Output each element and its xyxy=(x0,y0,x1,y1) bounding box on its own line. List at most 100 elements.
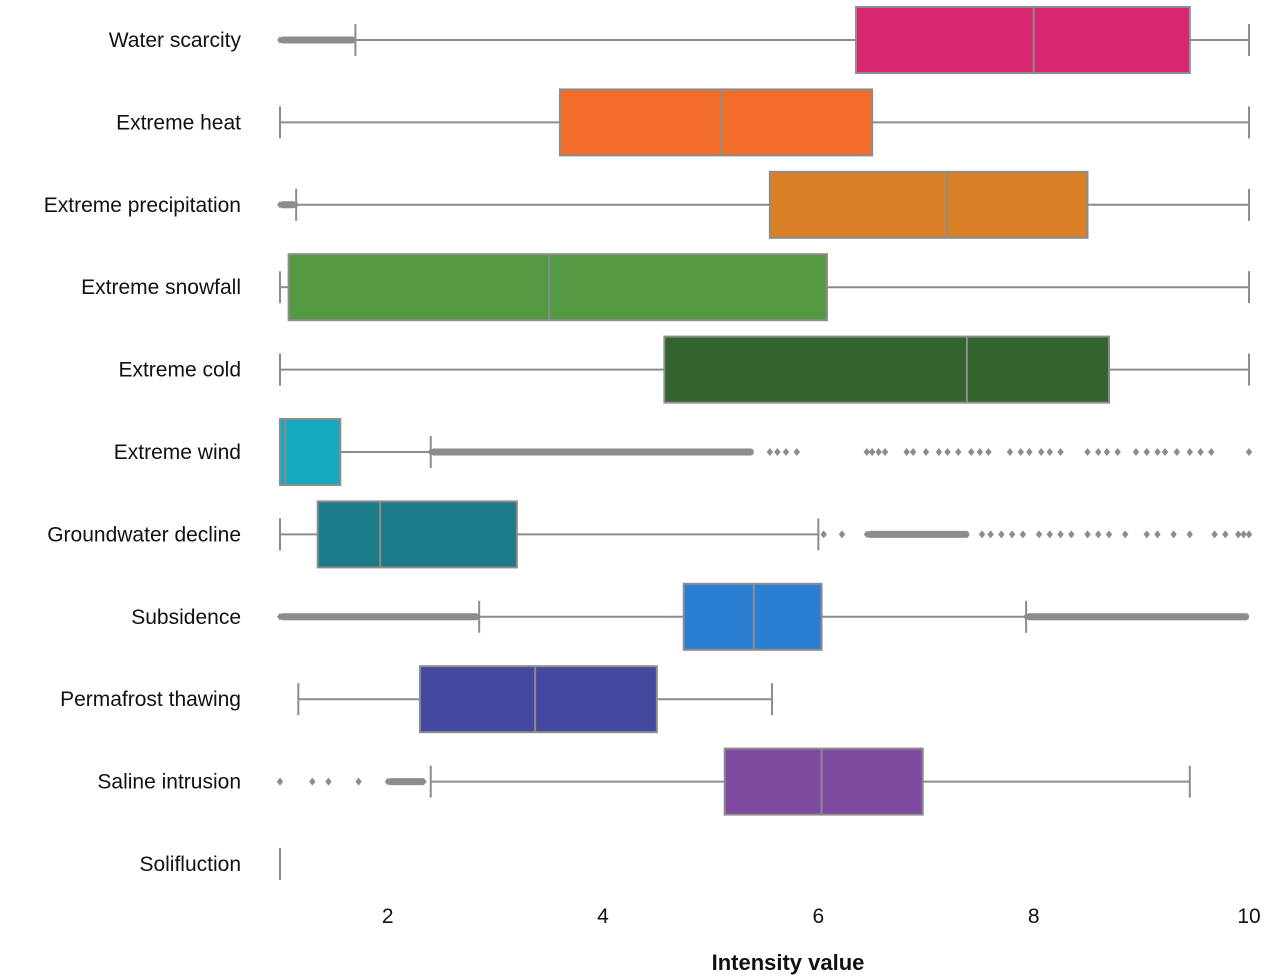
outlier-point xyxy=(587,448,594,456)
outlier-point xyxy=(611,448,618,456)
outlier-point xyxy=(1063,613,1070,621)
box-iqr xyxy=(279,418,342,486)
outlier-point xyxy=(1131,613,1138,621)
box-group: Extreme precipitation xyxy=(44,170,1250,239)
category-label: Subsidence xyxy=(131,606,241,629)
outlier-point xyxy=(782,448,790,456)
outlier-point xyxy=(479,448,486,456)
outlier-point xyxy=(1047,613,1054,621)
category-label: Extreme precipitation xyxy=(44,194,241,217)
outlier-point xyxy=(1114,448,1121,456)
outlier-point xyxy=(907,530,914,539)
outlier-point xyxy=(325,36,331,44)
outlier-point xyxy=(723,448,730,456)
outlier-point xyxy=(899,530,906,539)
outlier-point xyxy=(467,448,474,456)
outlier-point xyxy=(329,613,335,621)
outlier-point xyxy=(396,777,403,786)
outlier-point xyxy=(627,448,634,456)
outlier-point xyxy=(571,448,578,456)
outlier-point xyxy=(285,201,291,209)
outlier-point xyxy=(445,613,451,621)
outlier-point xyxy=(461,613,467,621)
outlier-point xyxy=(635,448,642,456)
outlier-point xyxy=(417,613,423,621)
outlier-point xyxy=(943,530,950,539)
outlier-point xyxy=(567,448,574,456)
outlier-point xyxy=(875,448,882,456)
outlier-point xyxy=(491,448,498,456)
outlier-point xyxy=(944,448,951,456)
x-tick-label: 2 xyxy=(382,905,394,928)
outlier-point xyxy=(297,613,303,621)
outlier-point xyxy=(475,448,482,456)
outlier-point xyxy=(384,777,391,786)
box-group: Water scarcity xyxy=(109,6,1250,74)
category-label: Extreme heat xyxy=(116,111,241,134)
outlier-point xyxy=(1223,613,1230,621)
box-iqr xyxy=(723,747,924,816)
outlier-point xyxy=(1211,530,1218,539)
outlier-point xyxy=(289,613,295,621)
outlier-point xyxy=(1143,448,1150,456)
outlier-point xyxy=(939,530,946,539)
category-label: Extreme cold xyxy=(118,359,241,382)
outlier-point xyxy=(459,448,466,456)
outlier-point xyxy=(976,448,984,456)
outlier-point xyxy=(527,448,534,456)
outlier-point xyxy=(887,530,894,539)
box-iqr xyxy=(682,582,823,651)
box-group: Solifluction xyxy=(139,848,281,880)
outlier-point xyxy=(575,448,582,456)
outlier-point xyxy=(1163,613,1170,621)
outlier-point xyxy=(400,777,407,786)
category-label: Water scarcity xyxy=(109,29,242,52)
outlier-point xyxy=(955,530,962,539)
outlier-point xyxy=(1095,448,1102,456)
x-tick-label: 10 xyxy=(1237,905,1260,928)
box-iqr xyxy=(663,335,1111,404)
outlier-point xyxy=(277,613,283,621)
outlier-point xyxy=(1186,448,1193,456)
outlier-point xyxy=(699,448,706,456)
outlier-point xyxy=(1091,613,1098,621)
outlier-point xyxy=(1235,613,1242,621)
outlier-point xyxy=(412,777,419,786)
outlier-point xyxy=(619,448,626,456)
outlier-point xyxy=(543,448,550,456)
box-group: Permafrost thawing xyxy=(60,665,774,734)
outlier-point xyxy=(1008,530,1016,539)
outlier-point xyxy=(1019,530,1027,539)
outlier-point xyxy=(281,613,287,621)
outlier-point xyxy=(563,448,570,456)
outlier-point xyxy=(420,777,427,786)
outlier-point xyxy=(413,613,419,621)
outlier-point xyxy=(1046,448,1054,456)
outlier-point xyxy=(868,448,876,456)
outlier-point xyxy=(1154,530,1161,539)
outlier-point xyxy=(325,613,331,621)
outlier-point xyxy=(1132,448,1140,456)
outlier-point xyxy=(511,448,518,456)
outlier-point xyxy=(1046,530,1054,539)
outlier-point xyxy=(1103,613,1110,621)
outlier-point xyxy=(1057,530,1064,539)
outlier-point xyxy=(405,613,411,621)
outlier-point xyxy=(715,448,722,456)
outlier-point xyxy=(719,448,726,456)
outlier-point xyxy=(747,448,754,456)
outlier-point xyxy=(838,530,846,539)
outlier-point xyxy=(437,613,443,621)
outlier-point xyxy=(583,448,590,456)
outlier-point xyxy=(404,777,411,786)
outlier-point xyxy=(473,613,479,621)
outlier-point xyxy=(923,530,930,539)
x-tick-label: 8 xyxy=(1028,905,1040,928)
outlier-point xyxy=(935,448,943,456)
outlier-point xyxy=(935,530,942,539)
box-iqr xyxy=(418,665,658,734)
outlier-point xyxy=(909,448,917,456)
outlier-point xyxy=(293,36,299,44)
box-iqr xyxy=(855,6,1191,74)
